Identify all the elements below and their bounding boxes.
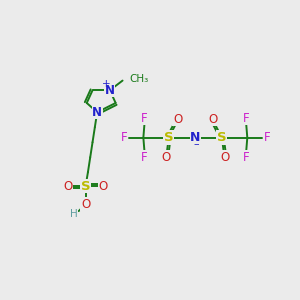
Text: F: F	[141, 151, 148, 164]
Text: N: N	[105, 84, 115, 97]
Text: S: S	[81, 180, 90, 193]
Text: F: F	[264, 131, 270, 144]
Text: O: O	[64, 180, 73, 193]
Text: +: +	[102, 79, 111, 89]
Text: O: O	[208, 113, 218, 126]
Text: O: O	[81, 198, 90, 211]
Text: O: O	[173, 113, 182, 126]
Text: S: S	[217, 131, 227, 144]
Text: O: O	[98, 180, 108, 193]
Text: F: F	[141, 112, 148, 124]
Text: O: O	[220, 151, 230, 164]
Text: H: H	[70, 209, 78, 219]
Text: –: –	[194, 139, 199, 149]
Text: CH₃: CH₃	[130, 74, 149, 84]
Text: S: S	[164, 131, 174, 144]
Text: N: N	[190, 131, 200, 144]
Text: F: F	[120, 131, 127, 144]
Text: F: F	[243, 151, 250, 164]
Text: O: O	[161, 151, 170, 164]
Text: F: F	[243, 112, 250, 124]
Text: N: N	[92, 106, 102, 119]
